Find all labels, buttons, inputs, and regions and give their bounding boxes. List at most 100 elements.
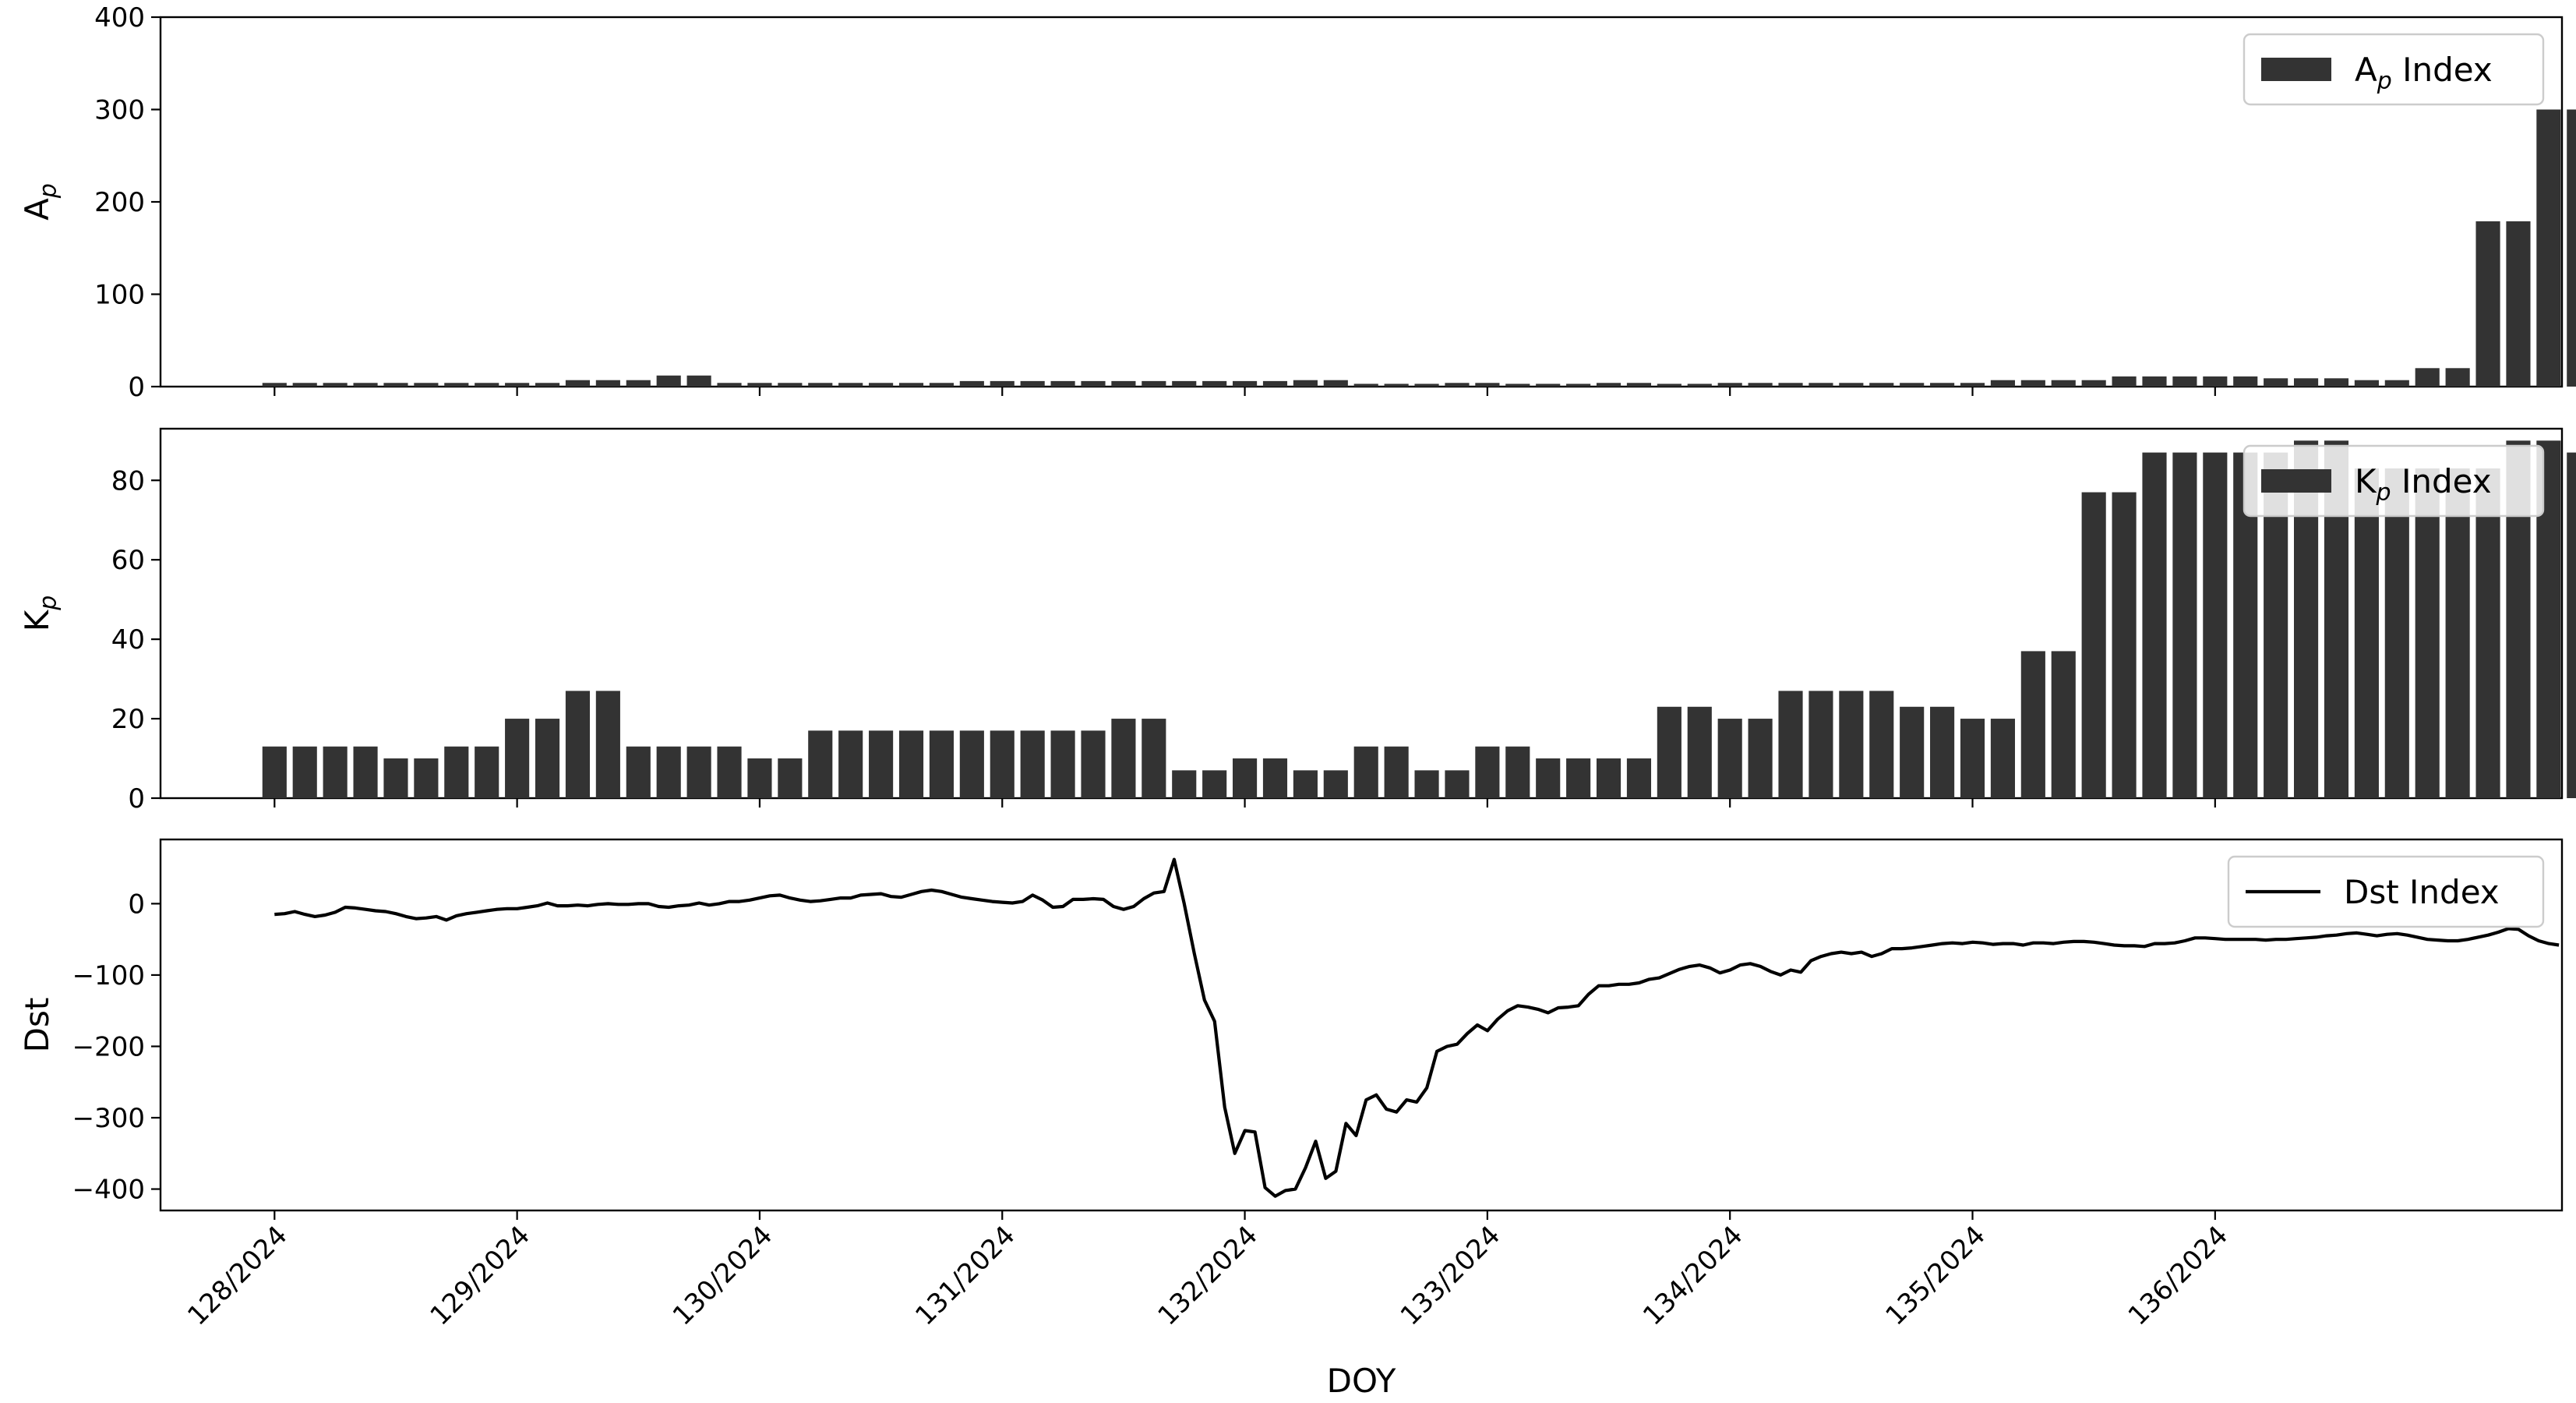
ap-bar [2051, 380, 2076, 387]
ap-bar [323, 383, 348, 387]
kp-bar [686, 746, 711, 798]
kp-y-axis-label-main: K [18, 609, 56, 631]
ap-bar [838, 383, 863, 387]
ap-bar [353, 383, 378, 387]
ap-bar [1081, 380, 1106, 387]
ap-bar [1869, 383, 1894, 387]
kp-bar [1414, 770, 1439, 798]
kp-y-tick-label: 80 [111, 465, 145, 497]
ap-bar [808, 383, 833, 387]
ap-bar [1596, 383, 1621, 387]
kp-bar [1475, 746, 1500, 798]
kp-bar [1869, 691, 1894, 798]
kp-bar [1566, 758, 1591, 798]
ap-bar [1262, 380, 1288, 387]
ap-bar [1353, 383, 1378, 387]
kp-bar [414, 758, 439, 798]
ap-bar [1111, 380, 1136, 387]
x-tick-label: 135/2024 [1879, 1220, 1991, 1331]
ap-bar [2415, 368, 2440, 387]
kp-bar [929, 730, 954, 798]
kp-bar [1172, 770, 1197, 798]
kp-bar [475, 746, 499, 798]
ap-bar [1748, 383, 1773, 387]
kp-bar [1262, 758, 1288, 798]
ap-bar [656, 375, 681, 387]
ap-bar [2020, 380, 2045, 387]
ap-bar [1839, 383, 1864, 387]
ap-bar [1505, 383, 1530, 387]
kp-bar [2567, 452, 2576, 798]
x-tick-label: 133/2024 [1395, 1220, 1506, 1331]
kp-bar [1293, 770, 1318, 798]
dst-legend-label: Dst Index [2344, 873, 2500, 911]
kp-bar [1202, 770, 1227, 798]
ap-bar [1930, 383, 1955, 387]
ap-bar [2142, 376, 2167, 387]
kp-bar [1233, 758, 1258, 798]
ap-y-tick-label: 300 [94, 95, 145, 126]
ap-legend-label: Ap Index [2355, 51, 2493, 95]
ap-bar [1445, 383, 1470, 387]
ap-bar [1960, 383, 1985, 387]
ap-bar [2536, 109, 2561, 387]
kp-bar [2051, 651, 2076, 798]
kp-bar [1808, 691, 1833, 798]
ap-bar [1778, 383, 1803, 387]
kp-bar [1960, 719, 1985, 798]
kp-bar [505, 719, 530, 798]
ap-plot-frame [159, 16, 2564, 388]
ap-bar [1475, 383, 1500, 387]
kp-bar [2112, 492, 2137, 798]
kp-bar [1717, 719, 1742, 798]
ap-legend-label-rest: Index [2392, 51, 2493, 89]
kp-bar [1778, 691, 1803, 798]
ap-bar [505, 383, 530, 387]
kp-bar [292, 746, 317, 798]
kp-bar [1900, 706, 1925, 798]
kp-bar [2475, 468, 2500, 798]
ap-bar [2384, 380, 2409, 387]
ap-bar [2264, 378, 2288, 387]
ap-bar [2233, 376, 2258, 387]
kp-legend-frame [2243, 444, 2545, 518]
kp-bar [626, 746, 651, 798]
kp-bar [1445, 770, 1470, 798]
ap-bar [1626, 383, 1652, 387]
ap-y-tick-label: 400 [94, 2, 145, 34]
ap-bar [959, 380, 984, 387]
ap-bar [595, 380, 620, 387]
kp-y-tick-label: 0 [128, 783, 145, 815]
x-tick-label: 132/2024 [1152, 1220, 1263, 1331]
x-tick-label: 130/2024 [667, 1220, 778, 1331]
kp-bar [1020, 730, 1045, 798]
kp-legend-label-rest: Index [2391, 462, 2492, 500]
kp-bar [595, 691, 620, 798]
kp-bar [838, 730, 863, 798]
kp-bar [1081, 730, 1106, 798]
kp-bar [2354, 468, 2379, 798]
kp-bar [383, 758, 408, 798]
kp-legend-label-main: K [2355, 462, 2377, 500]
ap-bar [414, 383, 439, 387]
dst-plot-frame [159, 838, 2564, 1212]
dst-y-tick-label: −400 [72, 1175, 145, 1206]
kp-bar [1142, 719, 1166, 798]
ap-legend-swatch [2261, 58, 2331, 81]
ap-bar [292, 383, 317, 387]
ap-bar [1808, 383, 1833, 387]
x-tick-label: 128/2024 [182, 1220, 293, 1331]
ap-bar [1414, 383, 1439, 387]
ap-bar [869, 383, 894, 387]
kp-bar [2203, 452, 2228, 798]
x-tick-label: 129/2024 [425, 1220, 536, 1331]
kp-bar [2172, 452, 2197, 798]
kp-bar [2415, 468, 2440, 798]
dst-y-axis-label: Dst [18, 998, 56, 1053]
kp-bar [262, 746, 287, 798]
kp-bar [2142, 452, 2167, 798]
kp-bar [778, 758, 803, 798]
kp-bar [1626, 758, 1652, 798]
